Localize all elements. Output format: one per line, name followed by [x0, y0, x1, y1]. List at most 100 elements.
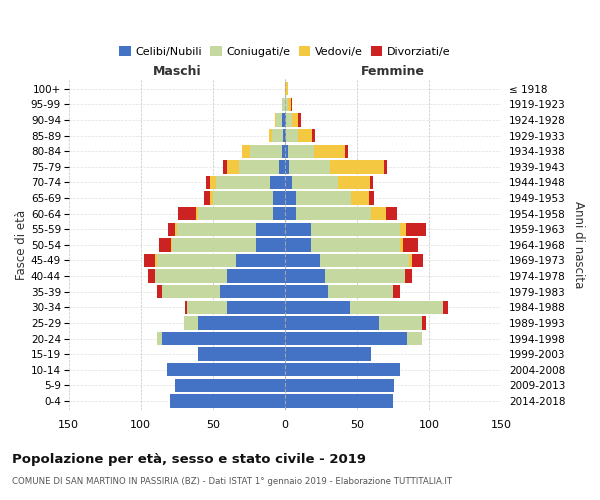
Bar	[274, 192, 285, 204]
Text: Popolazione per età, sesso e stato civile - 2019: Popolazione per età, sesso e stato civil…	[12, 452, 366, 466]
Bar	[407, 332, 422, 345]
Bar	[250, 144, 282, 158]
Bar	[285, 316, 379, 330]
Bar	[282, 98, 285, 111]
Bar	[285, 207, 296, 220]
Bar	[187, 300, 227, 314]
Bar	[346, 144, 349, 158]
Bar	[272, 129, 283, 142]
Bar	[271, 176, 285, 189]
Bar	[213, 192, 274, 204]
Bar	[236, 254, 285, 267]
Bar	[210, 192, 213, 204]
Bar	[227, 160, 239, 173]
Bar	[148, 270, 155, 282]
Bar	[275, 114, 276, 126]
Bar	[177, 222, 256, 236]
Bar	[285, 129, 286, 142]
Bar	[282, 144, 285, 158]
Bar	[379, 316, 422, 330]
Bar	[311, 238, 400, 252]
Bar	[163, 285, 220, 298]
Bar	[199, 348, 285, 360]
Bar	[199, 207, 274, 220]
Bar	[269, 129, 272, 142]
Bar	[285, 222, 311, 236]
Bar	[285, 144, 288, 158]
Legend: Celibi/Nubili, Coniugati/e, Vedovi/e, Divorziati/e: Celibi/Nubili, Coniugati/e, Vedovi/e, Di…	[115, 42, 455, 62]
Bar	[282, 114, 285, 126]
Bar	[143, 254, 155, 267]
Bar	[185, 300, 187, 314]
Bar	[311, 222, 400, 236]
Bar	[279, 160, 285, 173]
Bar	[285, 332, 407, 345]
Bar	[285, 378, 394, 392]
Text: Femmine: Femmine	[361, 65, 425, 78]
Bar	[443, 300, 448, 314]
Bar	[292, 114, 298, 126]
Bar	[184, 316, 199, 330]
Bar	[216, 176, 271, 189]
Text: Maschi: Maschi	[152, 65, 201, 78]
Bar	[400, 238, 403, 252]
Bar	[256, 238, 285, 252]
Bar	[163, 332, 285, 345]
Bar	[283, 129, 285, 142]
Bar	[196, 207, 199, 220]
Bar	[393, 285, 400, 298]
Bar	[285, 394, 393, 407]
Bar	[175, 378, 285, 392]
Bar	[386, 207, 397, 220]
Bar	[288, 98, 290, 111]
Bar	[285, 114, 286, 126]
Bar	[256, 222, 285, 236]
Bar	[285, 363, 400, 376]
Bar	[288, 144, 314, 158]
Bar	[400, 222, 406, 236]
Bar	[409, 254, 412, 267]
Bar	[285, 82, 288, 96]
Bar	[285, 98, 288, 111]
Bar	[285, 285, 328, 298]
Bar	[223, 160, 227, 173]
Bar	[370, 176, 373, 189]
Bar	[285, 254, 320, 267]
Bar	[320, 254, 409, 267]
Bar	[285, 192, 296, 204]
Y-axis label: Fasce di età: Fasce di età	[15, 210, 28, 280]
Bar	[242, 144, 250, 158]
Bar	[368, 192, 374, 204]
Bar	[325, 270, 404, 282]
Bar	[227, 270, 285, 282]
Bar	[314, 144, 346, 158]
Bar	[167, 363, 285, 376]
Bar	[298, 114, 301, 126]
Bar	[210, 176, 216, 189]
Bar	[285, 238, 311, 252]
Bar	[338, 176, 370, 189]
Bar	[285, 270, 325, 282]
Bar	[406, 222, 426, 236]
Bar	[371, 207, 386, 220]
Bar	[328, 285, 393, 298]
Bar	[199, 316, 285, 330]
Bar	[206, 176, 210, 189]
Bar	[175, 222, 177, 236]
Bar	[351, 192, 368, 204]
Bar	[160, 238, 171, 252]
Bar	[157, 332, 163, 345]
Bar	[404, 270, 412, 282]
Bar	[385, 160, 387, 173]
Bar	[155, 254, 157, 267]
Bar	[290, 98, 292, 111]
Bar	[178, 207, 196, 220]
Bar	[286, 129, 298, 142]
Bar	[220, 285, 285, 298]
Bar	[285, 300, 350, 314]
Bar	[403, 238, 418, 252]
Bar	[412, 254, 424, 267]
Bar	[289, 160, 329, 173]
Bar	[276, 114, 282, 126]
Bar	[286, 114, 292, 126]
